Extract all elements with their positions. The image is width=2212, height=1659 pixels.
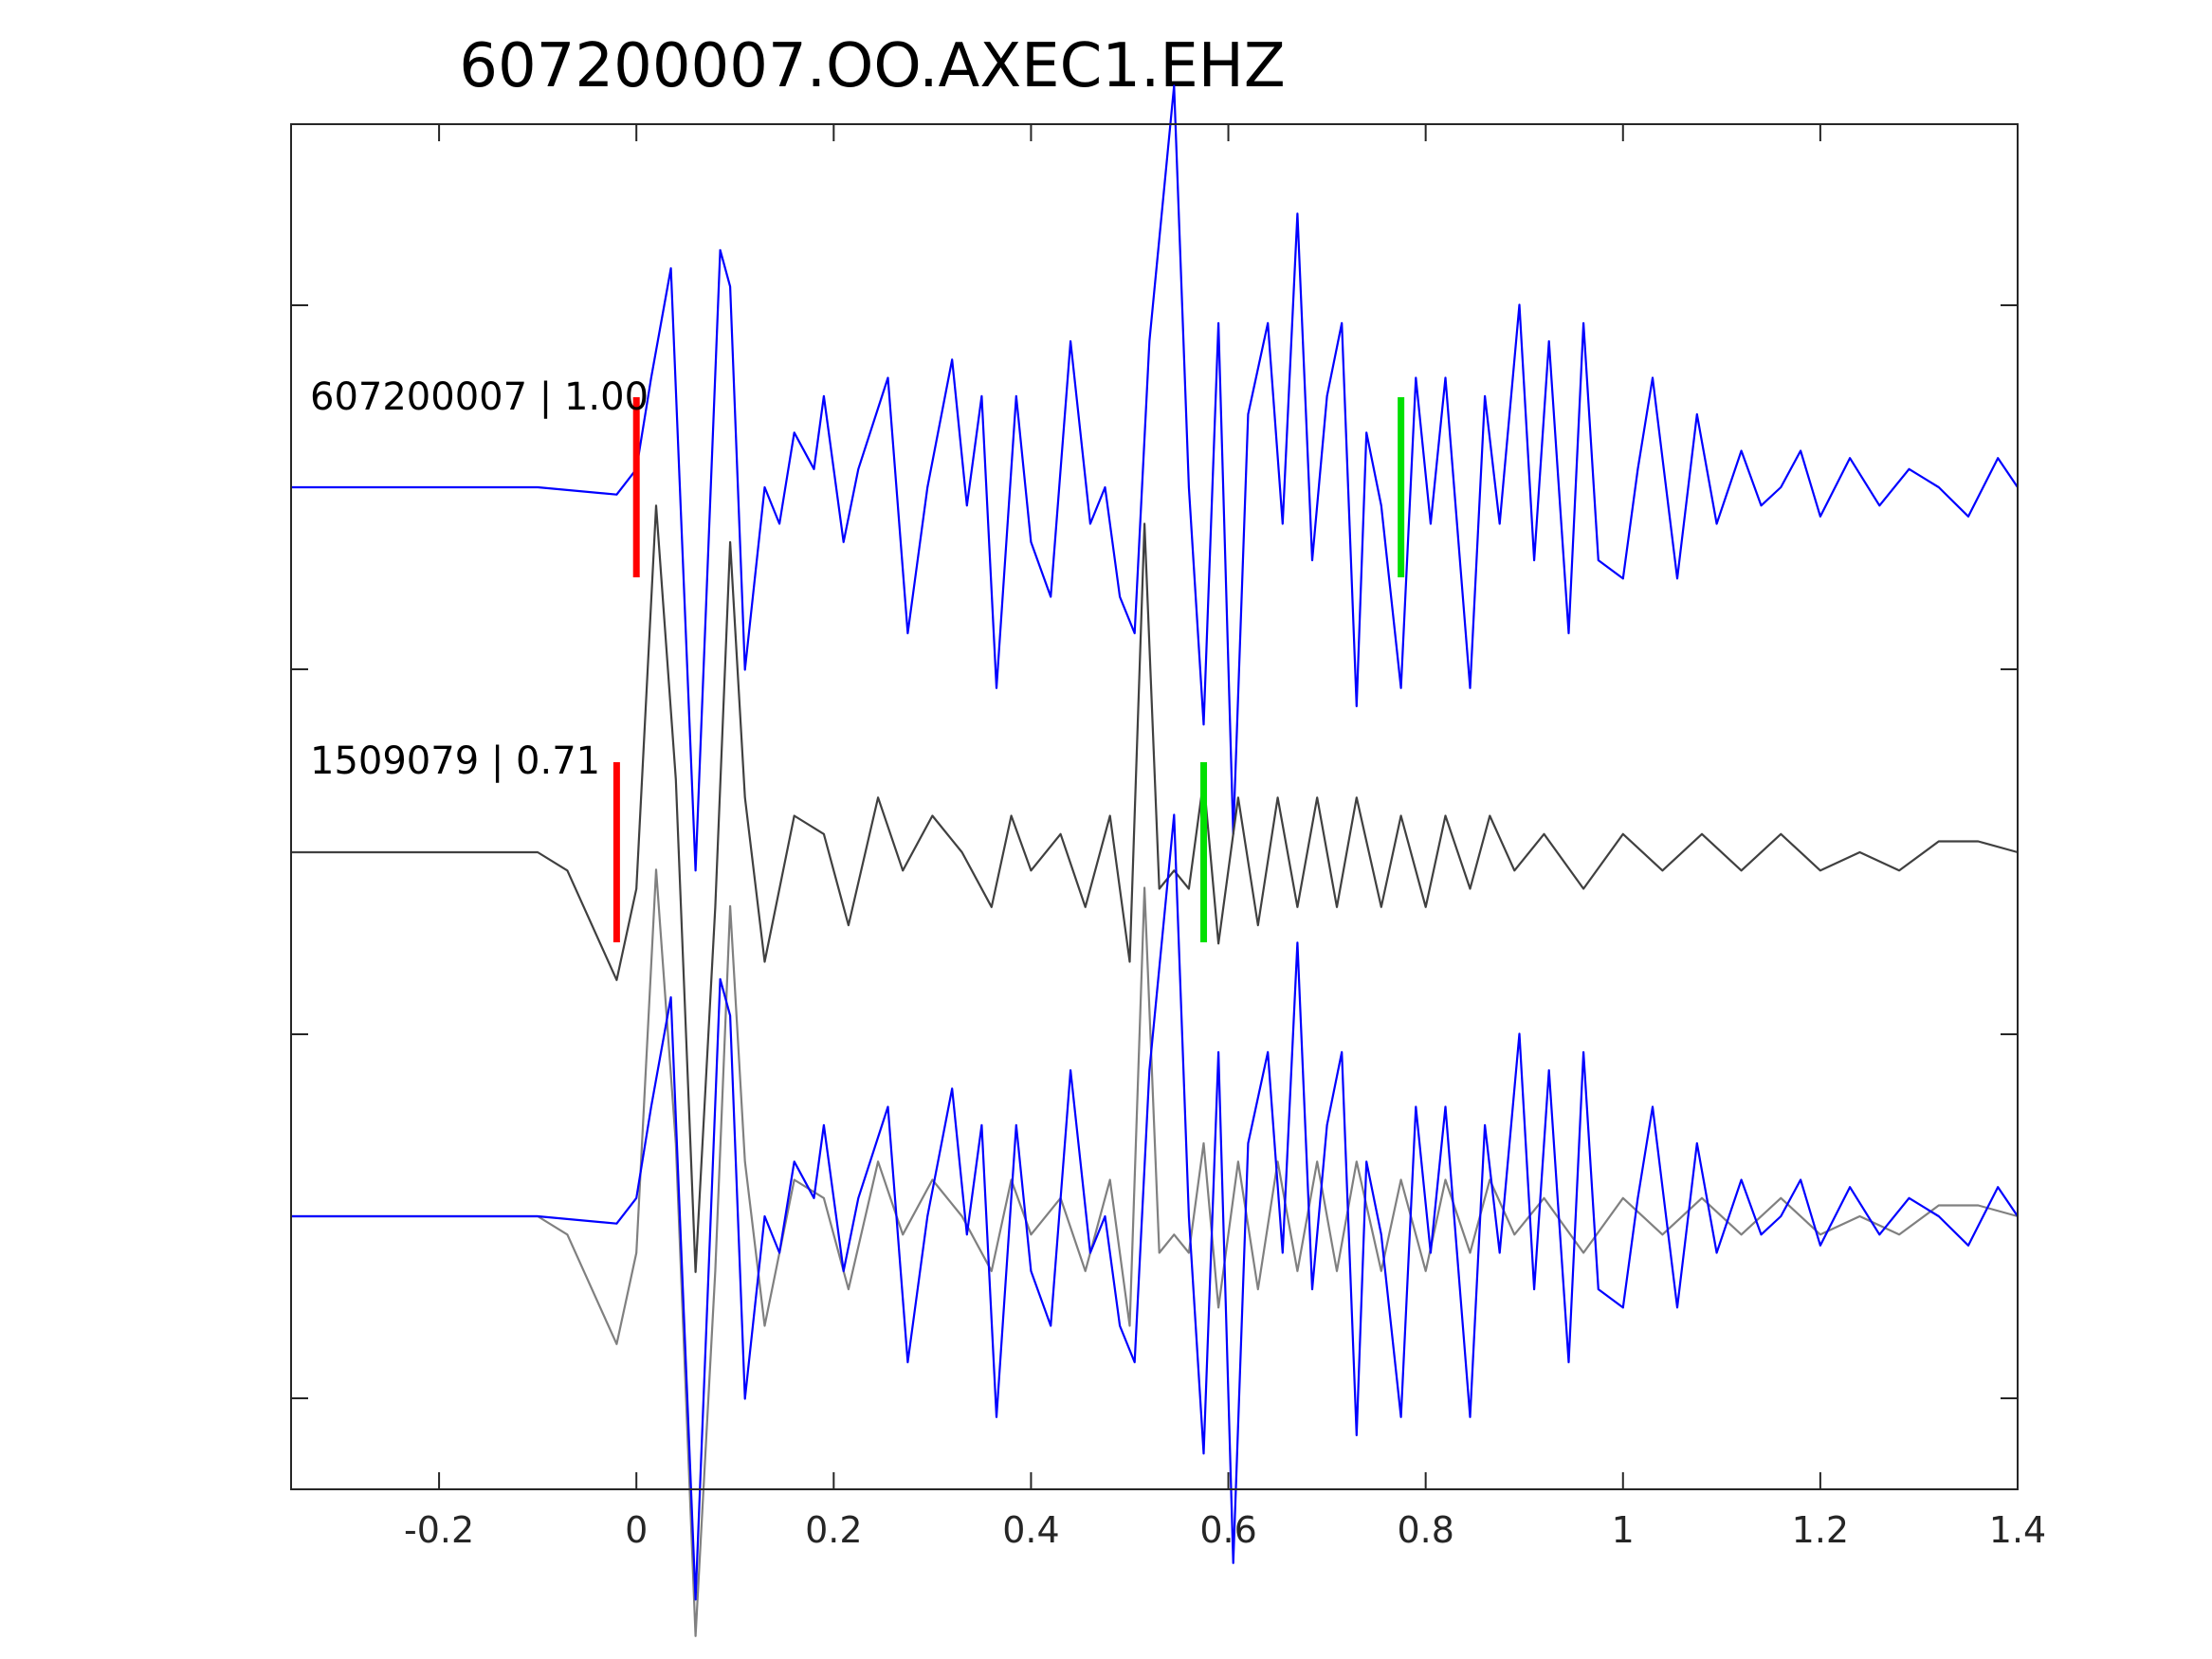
x-tick-label: -0.2 bbox=[404, 1509, 474, 1551]
waveform-master-trace-3 bbox=[291, 813, 2019, 1601]
waveform-neighbor-trace-2 bbox=[291, 504, 2019, 1273]
y-axis bbox=[291, 304, 2018, 1399]
x-tick-label: 0.2 bbox=[805, 1509, 862, 1551]
x-tick-label: 1.2 bbox=[1792, 1509, 1849, 1551]
x-tick-label: 0.6 bbox=[1199, 1509, 1256, 1551]
trace-label-neighbor: 1509079 | 0.71 bbox=[310, 739, 600, 783]
x-axis: -0.2 0 0.2 0.4 0.6 0.8 1 1.2 1.4 bbox=[404, 124, 2046, 1551]
x-tick-label: 1.4 bbox=[1989, 1509, 2046, 1551]
x-tick-label: 0 bbox=[625, 1509, 648, 1551]
x-tick-label: 0.4 bbox=[1002, 1509, 1059, 1551]
chart-title: 607200007.OO.AXEC1.EHZ bbox=[459, 31, 1286, 101]
x-tick-label: 1 bbox=[1612, 1509, 1635, 1551]
axes-box bbox=[290, 123, 2019, 1490]
waveform-master-trace-1 bbox=[291, 84, 2019, 872]
trace-label-master: 607200007 | 1.00 bbox=[310, 375, 649, 419]
plot-area bbox=[291, 84, 2019, 1637]
x-tick-label: 0.8 bbox=[1397, 1509, 1453, 1551]
trace-labels: 607200007 | 1.00 1509079 | 0.71 bbox=[310, 375, 649, 783]
